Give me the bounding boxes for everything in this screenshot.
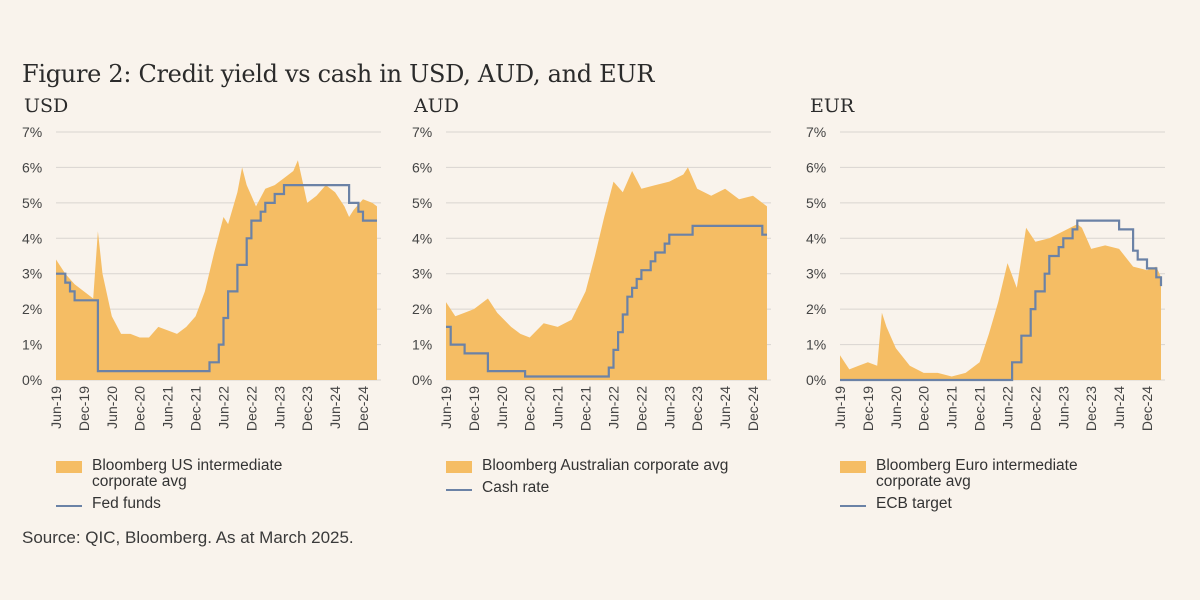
y-tick-label: 1% bbox=[806, 337, 826, 353]
area-series-aud bbox=[446, 167, 767, 380]
y-tick-label: 6% bbox=[412, 159, 432, 175]
usd-legend-area: Bloomberg US intermediate corporate avg bbox=[56, 458, 396, 490]
x-tick-label: Dec-20 bbox=[916, 386, 932, 431]
eur-legend-area-label: Bloomberg Euro intermediate corporate av… bbox=[876, 457, 1078, 490]
aud-legend: Bloomberg Australian corporate avg Cash … bbox=[446, 458, 786, 502]
usd-legend: Bloomberg US intermediate corporate avg … bbox=[56, 458, 396, 518]
x-tick-label: Dec-24 bbox=[1139, 386, 1155, 431]
y-tick-label: 3% bbox=[806, 266, 826, 282]
eur-chart: 0% 1% 2% 3% 4% 5% 6% 7% Jun-19 Dec-19 Jun-20 Dec-20… bbox=[806, 124, 1165, 431]
x-tick-label: Jun-24 bbox=[717, 386, 733, 429]
y-tick-label: 0% bbox=[22, 372, 42, 388]
line-swatch bbox=[840, 505, 866, 507]
area-swatch bbox=[446, 461, 472, 473]
x-tick-label: Dec-23 bbox=[299, 386, 315, 431]
usd-legend-line-label: Fed funds bbox=[92, 495, 161, 512]
aud-chart: 0% 1% 2% 3% 4% 5% 6% 7% Jun-19 Dec-19 Jun-20 Dec-20… bbox=[412, 124, 771, 431]
usd-legend-line: Fed funds bbox=[56, 496, 396, 512]
x-tick-label: Jun-22 bbox=[216, 386, 232, 429]
x-tick-label: Jun-21 bbox=[550, 386, 566, 429]
figure-title: Figure 2: Credit yield vs cash in USD, A… bbox=[22, 60, 655, 88]
x-tick-label: Dec-22 bbox=[1027, 386, 1043, 431]
y-tick-label: 1% bbox=[412, 337, 432, 353]
x-tick-label: Jun-22 bbox=[606, 386, 622, 429]
y-tick-label: 3% bbox=[22, 266, 42, 282]
x-tick-label: Dec-19 bbox=[466, 386, 482, 431]
x-tick-label: Jun-19 bbox=[832, 386, 848, 429]
x-tick-label: Dec-22 bbox=[243, 386, 259, 431]
step-series-usd bbox=[56, 184, 377, 373]
aud-legend-line-label: Cash rate bbox=[482, 479, 550, 496]
step-series-aud bbox=[446, 224, 767, 378]
x-tick-label: Jun-23 bbox=[271, 386, 287, 429]
x-tick-label: Jun-24 bbox=[327, 386, 343, 429]
y-tick-label: 4% bbox=[412, 230, 432, 246]
eur-legend: Bloomberg Euro intermediate corporate av… bbox=[840, 458, 1180, 518]
area-swatch bbox=[840, 461, 866, 473]
panel-label-aud: AUD bbox=[414, 95, 459, 117]
area-series-usd bbox=[56, 160, 377, 380]
x-tick-label: Dec-19 bbox=[76, 386, 92, 431]
x-tick-label: Jun-23 bbox=[1055, 386, 1071, 429]
eur-legend-area: Bloomberg Euro intermediate corporate av… bbox=[840, 458, 1180, 490]
y-tick-label: 1% bbox=[22, 337, 42, 353]
y-tick-label: 0% bbox=[806, 372, 826, 388]
y-tick-label: 7% bbox=[806, 124, 826, 140]
x-tick-label: Jun-20 bbox=[888, 386, 904, 429]
x-tick-label: Dec-24 bbox=[355, 386, 371, 431]
y-tick-label: 5% bbox=[22, 195, 42, 211]
y-tick-label: 7% bbox=[22, 124, 42, 140]
y-tick-label: 4% bbox=[22, 230, 42, 246]
eur-legend-line-label: ECB target bbox=[876, 495, 952, 512]
x-tick-label: Jun-22 bbox=[1000, 386, 1016, 429]
source-note: Source: QIC, Bloomberg. As at March 2025… bbox=[22, 528, 354, 547]
x-tick-label: Dec-20 bbox=[132, 386, 148, 431]
aud-legend-area-label: Bloomberg Australian corporate avg bbox=[482, 457, 729, 474]
area-series-eur bbox=[840, 224, 1161, 380]
eur-legend-line: ECB target bbox=[840, 496, 1180, 512]
y-tick-label: 3% bbox=[412, 266, 432, 282]
y-tick-label: 2% bbox=[806, 301, 826, 317]
x-tick-label: Jun-23 bbox=[661, 386, 677, 429]
x-tick-label: Jun-21 bbox=[160, 386, 176, 429]
y-tick-label: 4% bbox=[806, 230, 826, 246]
x-tick-label: Jun-21 bbox=[944, 386, 960, 429]
y-tick-label: 6% bbox=[806, 159, 826, 175]
x-tick-label: Dec-23 bbox=[1083, 386, 1099, 431]
x-tick-label: Dec-23 bbox=[689, 386, 705, 431]
line-swatch bbox=[446, 489, 472, 491]
area-swatch bbox=[56, 461, 82, 473]
x-tick-label: Jun-24 bbox=[1111, 386, 1127, 429]
panel-label-eur: EUR bbox=[810, 95, 855, 117]
aud-legend-area: Bloomberg Australian corporate avg bbox=[446, 458, 786, 474]
y-tick-label: 6% bbox=[22, 159, 42, 175]
x-tick-label: Dec-20 bbox=[522, 386, 538, 431]
y-tick-label: 0% bbox=[412, 372, 432, 388]
step-series-eur bbox=[840, 219, 1163, 382]
x-tick-label: Jun-20 bbox=[104, 386, 120, 429]
panel-label-usd: USD bbox=[24, 95, 69, 117]
y-tick-label: 2% bbox=[22, 301, 42, 317]
y-tick-label: 5% bbox=[806, 195, 826, 211]
x-tick-label: Dec-21 bbox=[578, 386, 594, 431]
usd-chart: 0% 1% 2% 3% 4% 5% 6% 7% Jun-19 Dec-19 Jun-20 Dec-20… bbox=[22, 124, 381, 431]
x-tick-label: Dec-24 bbox=[745, 386, 761, 431]
x-tick-label: Jun-19 bbox=[48, 386, 64, 429]
x-tick-label: Jun-19 bbox=[438, 386, 454, 429]
aud-legend-line: Cash rate bbox=[446, 480, 786, 496]
x-tick-label: Jun-20 bbox=[494, 386, 510, 429]
usd-legend-area-label: Bloomberg US intermediate corporate avg bbox=[92, 457, 283, 490]
y-tick-label: 7% bbox=[412, 124, 432, 140]
line-swatch bbox=[56, 505, 82, 507]
y-tick-label: 2% bbox=[412, 301, 432, 317]
x-tick-label: Dec-21 bbox=[972, 386, 988, 431]
x-tick-label: Dec-22 bbox=[633, 386, 649, 431]
y-tick-label: 5% bbox=[412, 195, 432, 211]
x-tick-label: Dec-21 bbox=[188, 386, 204, 431]
x-tick-label: Dec-19 bbox=[860, 386, 876, 431]
